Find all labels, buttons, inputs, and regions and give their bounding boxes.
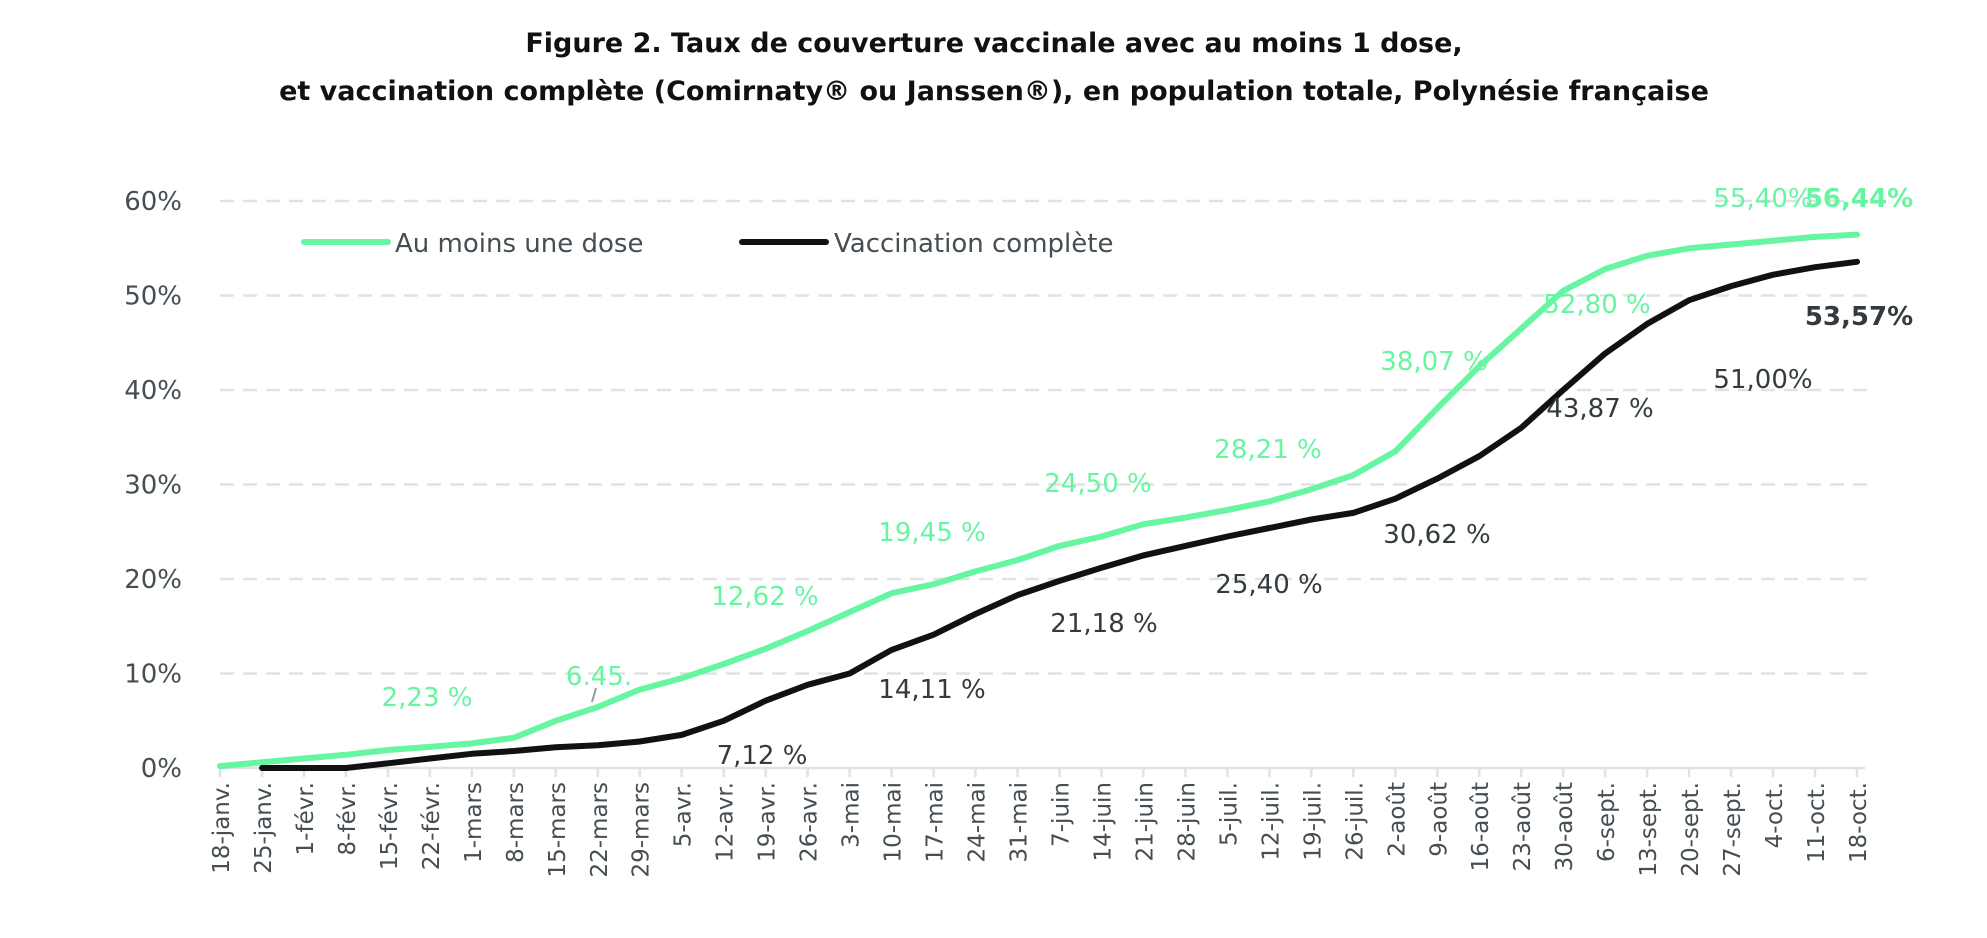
- x-tick-label: 12-avr.: [713, 782, 739, 862]
- x-tick-label: 8-mars: [503, 782, 529, 863]
- chart-title-line-2: et vaccination complète (Comirnaty® ou J…: [279, 76, 1709, 107]
- x-tick-label: 1-févr.: [293, 782, 319, 855]
- data-label: 38,07 %: [1380, 347, 1487, 377]
- x-tick-label: 1-mars: [461, 782, 487, 863]
- legend-label-at-least-one-dose: Au moins une dose: [395, 229, 643, 259]
- label-leader-line: [591, 687, 597, 703]
- x-tick-label: 19-juil.: [1300, 782, 1326, 861]
- x-tick-label: 22-mars: [587, 782, 613, 878]
- data-label: 30,62 %: [1383, 520, 1490, 550]
- x-tick-label: 26-juil.: [1342, 782, 1368, 861]
- y-tick-label: 10%: [124, 660, 182, 690]
- x-tick-label: 7-juin: [1048, 782, 1074, 847]
- x-tick-label: 3-mai: [839, 782, 865, 848]
- x-tick-label: 19-avr.: [755, 782, 781, 862]
- x-tick-label: 12-juil.: [1258, 782, 1284, 861]
- data-label: 43,87 %: [1546, 394, 1653, 424]
- y-axis: 0% 10% 20% 30% 40% 50% 60%: [124, 187, 182, 784]
- x-tick-label: 27-sept.: [1720, 782, 1746, 877]
- x-tick-label: 26-avr.: [797, 782, 823, 862]
- x-tick-label: 14-juin: [1090, 782, 1116, 862]
- x-tick-label: 5-juil.: [1216, 782, 1242, 846]
- data-label: 14,11 %: [878, 675, 985, 705]
- x-tick-label: 9-août: [1426, 782, 1452, 857]
- data-label: 51,00%: [1713, 365, 1812, 395]
- data-label: 12,62 %: [711, 582, 818, 612]
- x-tick-label: 31-mai: [1007, 782, 1033, 862]
- x-tick-label: 18-janv.: [209, 782, 235, 874]
- series-lines: [217, 231, 1860, 771]
- x-tick-label: 29-mars: [629, 782, 655, 878]
- data-labels: 2,23 % 6.45. 12,62 % 19,45 % 24,50 % 28,21 % 3…: [382, 184, 1914, 771]
- x-tick-label: 11-oct.: [1804, 782, 1830, 863]
- x-tick-label: 25-janv.: [251, 782, 277, 874]
- data-label: 6.45.: [566, 662, 632, 692]
- x-tick-label: 22-févr.: [419, 782, 445, 870]
- y-tick-label: 30%: [124, 471, 182, 501]
- data-label: 21,18 %: [1050, 609, 1157, 639]
- x-tick-label: 24-mai: [965, 782, 991, 862]
- x-axis: 18-janv. 25-janv. 1-févr. 8-févr. 15-févr. 22…: [209, 766, 1872, 878]
- y-tick-label: 20%: [124, 565, 182, 595]
- y-tick-label: 0%: [141, 754, 182, 784]
- data-label: 19,45 %: [878, 518, 985, 548]
- x-tick-label: 30-août: [1552, 782, 1578, 871]
- x-tick-label: 15-mars: [545, 782, 571, 878]
- data-label: 24,50 %: [1044, 469, 1151, 499]
- x-tick-label: 15-févr.: [377, 782, 403, 870]
- y-tick-label: 40%: [124, 376, 182, 406]
- gridlines: [220, 199, 1867, 675]
- data-label: 55,40%: [1713, 184, 1812, 214]
- x-tick-label: 18-oct.: [1846, 782, 1872, 863]
- x-tick-label: 20-sept.: [1678, 782, 1704, 877]
- y-tick-label: 50%: [124, 282, 182, 312]
- x-tick-label: 6-sept.: [1594, 782, 1620, 862]
- x-tick-label: 23-août: [1510, 782, 1536, 871]
- x-tick-label: 13-sept.: [1636, 782, 1662, 877]
- x-tick-label: 8-févr.: [335, 782, 361, 855]
- x-tick-label: 16-août: [1468, 782, 1494, 871]
- data-label: 52,80 %: [1543, 290, 1650, 320]
- series-line-at-least-one-dose: [217, 231, 1860, 770]
- chart-title-line-1: Figure 2. Taux de couverture vaccinale a…: [525, 28, 1462, 59]
- data-label: 2,23 %: [382, 683, 473, 713]
- x-tick-label: 10-mai: [881, 782, 907, 862]
- data-label: 7,12 %: [717, 741, 808, 771]
- series-line-complete-vaccination: [259, 258, 1860, 771]
- x-tick-label: 28-juin: [1174, 782, 1200, 862]
- x-tick-label: 4-oct.: [1762, 782, 1788, 848]
- x-tick-label: 5-avr.: [671, 782, 697, 847]
- x-tick-label: 2-août: [1384, 782, 1410, 857]
- x-tick-label: 17-mai: [923, 782, 949, 862]
- y-tick-label: 60%: [124, 187, 182, 217]
- data-label: 53,57%: [1805, 302, 1913, 332]
- data-label: 28,21 %: [1214, 435, 1321, 465]
- x-tick-label: 21-juin: [1132, 782, 1158, 862]
- data-label: 56,44%: [1805, 184, 1913, 214]
- legend-label-complete-vaccination: Vaccination complète: [834, 229, 1113, 259]
- data-label: 25,40 %: [1215, 570, 1322, 600]
- legend: Au moins une dose Vaccination complète: [301, 229, 1113, 259]
